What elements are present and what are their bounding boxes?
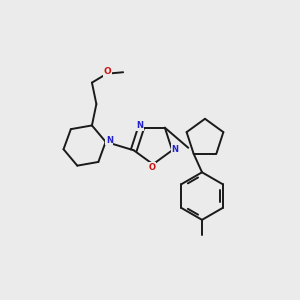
Text: O: O [104,68,112,76]
Text: O: O [148,163,156,172]
Text: N: N [106,136,113,145]
Text: N: N [136,122,143,130]
Text: N: N [172,145,179,154]
